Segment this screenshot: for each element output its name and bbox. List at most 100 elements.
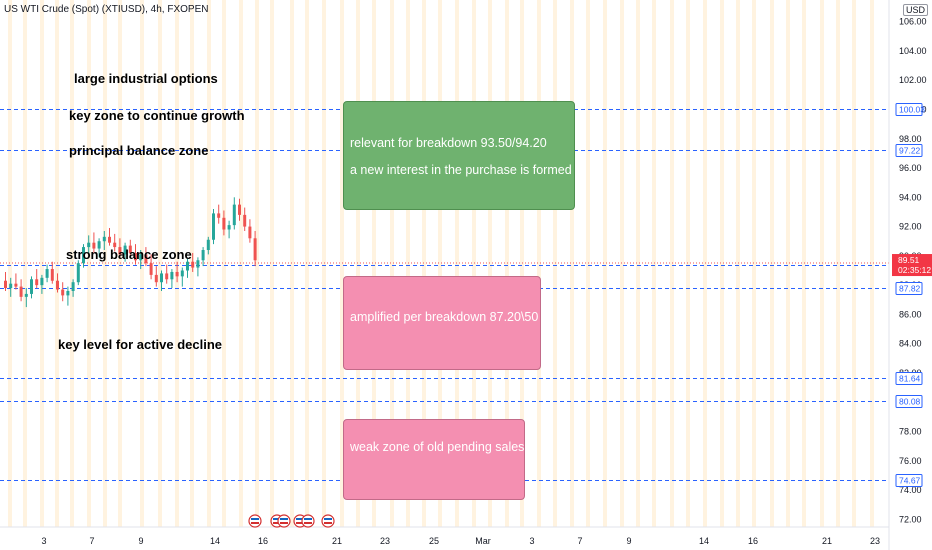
price-tick-15: 102.00: [899, 75, 927, 85]
currency-badge[interactable]: USD: [902, 4, 928, 16]
economic-event-icon-0[interactable]: [248, 514, 262, 528]
candle-body-28: [149, 263, 153, 275]
candle-body-3: [19, 286, 23, 297]
candle-body-0: [4, 280, 7, 289]
session-band-13: [222, 0, 226, 527]
time-tick-5: 21: [332, 536, 342, 546]
session-band-23: [390, 0, 394, 527]
session-band-26: [438, 0, 442, 527]
symbol-header[interactable]: US WTI Crude (Spot) (XTIUSD), 4h, FXOPEN: [4, 4, 209, 15]
candle-body-2: [14, 283, 18, 287]
economic-event-icon-2[interactable]: [277, 514, 291, 528]
pink-zone-box-1[interactable]: amplified per breakdown 87.20\50: [343, 276, 541, 370]
current-price-badge: [892, 254, 932, 277]
level-badge-text-1: 97.22: [899, 146, 921, 156]
candle-body-21: [113, 242, 117, 248]
event-flag-stripe-b-0: [251, 522, 259, 524]
event-flag-stripe-2: [280, 518, 288, 520]
price-tick-7: 86.00: [899, 309, 922, 319]
candle-body-48: [253, 238, 257, 261]
level-badges: 100.0397.2289.3987.8281.6480.0874.6789.5…: [892, 103, 932, 487]
time-tick-3: 14: [210, 536, 220, 546]
session-band-36: [603, 0, 607, 527]
session-band-5: [87, 0, 91, 527]
candle-body-33: [175, 271, 179, 277]
time-tick-0: 3: [41, 536, 46, 546]
candle-body-42: [222, 217, 226, 230]
candle-body-7: [40, 277, 44, 286]
time-tick-10: 7: [577, 536, 582, 546]
level-badge-4: [895, 372, 923, 385]
session-band-38: [636, 0, 640, 527]
candle-body-46: [243, 214, 247, 227]
price-tick-0: 72.00: [899, 514, 922, 524]
level-badge-text-5: 80.08: [899, 397, 921, 407]
time-tick-9: 3: [529, 536, 534, 546]
event-flag-stripe-5: [324, 518, 332, 520]
candle-body-19: [102, 236, 106, 242]
candle-body-23: [123, 245, 127, 255]
candle-body-15: [82, 247, 85, 264]
time-tick-14: 21: [822, 536, 832, 546]
candle-body-26: [139, 254, 143, 261]
time-tick-13: 16: [748, 536, 758, 546]
time-tick-4: 16: [258, 536, 268, 546]
event-flag-stripe-0: [251, 518, 259, 520]
candle-body-39: [206, 239, 210, 251]
label-key-level: key level for active decline: [58, 337, 223, 352]
price-tick-10: 92.00: [899, 222, 922, 232]
label-strong: strong balance zone: [66, 247, 192, 262]
candle-body-18: [97, 241, 101, 249]
session-band-52: [870, 0, 874, 527]
economic-event-icon-4[interactable]: [301, 514, 315, 528]
level-badge-5: [895, 395, 923, 408]
session-band-22: [372, 0, 376, 527]
session-band-43: [720, 0, 724, 527]
candle-body-20: [108, 236, 111, 243]
event-flag-stripe-b-5: [324, 522, 332, 524]
level-badge-text-6: 74.67: [899, 476, 921, 486]
session-band-34: [570, 0, 574, 527]
session-band-47: [786, 0, 790, 527]
price-tick-2: 76.00: [899, 456, 922, 466]
event-flag-stripe-b-1: [273, 522, 281, 524]
current-price-text: 89.51: [898, 255, 920, 265]
green-box-line2: a new interest in the purchase is formed: [350, 163, 572, 177]
candle-body-25: [134, 252, 137, 261]
event-flag-stripe-b-4: [304, 522, 312, 524]
event-flag-stripe-1: [273, 518, 281, 520]
candle-body-9: [50, 269, 54, 281]
price-tick-6: 84.00: [899, 339, 922, 349]
time-axis[interactable]: 3 7 9 14 16 21 23 25 Mar 3 7 9 14 16 21 23: [0, 526, 889, 546]
session-band-16: [270, 0, 274, 527]
price-tick-3: 78.00: [899, 427, 922, 437]
session-band-51: [852, 0, 856, 527]
candle-body-47: [248, 226, 252, 239]
event-flag-stripe-3: [296, 518, 304, 520]
level-badge-1: [895, 144, 923, 157]
candle-body-45: [238, 204, 241, 215]
label-principal: principal balance zone: [69, 143, 209, 158]
green-zone-box[interactable]: relevant for breakdown 93.50/94.20 a new…: [343, 101, 575, 210]
candle-body-44: [232, 204, 236, 226]
event-icons[interactable]: [248, 514, 335, 528]
event-flag-stripe-4: [304, 518, 312, 520]
candle-body-11: [61, 289, 65, 296]
candle-body-5: [30, 279, 33, 294]
session-band-32: [537, 0, 541, 527]
price-tick-12: 96.00: [899, 163, 922, 173]
candle-body-24: [128, 245, 132, 253]
candle-body-41: [217, 213, 221, 218]
economic-event-icon-5[interactable]: [321, 514, 335, 528]
candle-body-10: [56, 280, 59, 290]
candle-body-29: [154, 274, 158, 283]
pink-box-2-text: weak zone of old pending sales: [350, 440, 525, 454]
candle-body-14: [76, 263, 80, 283]
candle-body-13: [71, 282, 75, 291]
pink-zone-box-2[interactable]: weak zone of old pending sales: [343, 419, 525, 500]
candle-body-6: [35, 279, 39, 286]
price-tick-1: 74.00: [899, 485, 922, 495]
level-badge-3: [895, 282, 923, 295]
pink-box-1-text: amplified per breakdown 87.20\50: [350, 310, 539, 324]
